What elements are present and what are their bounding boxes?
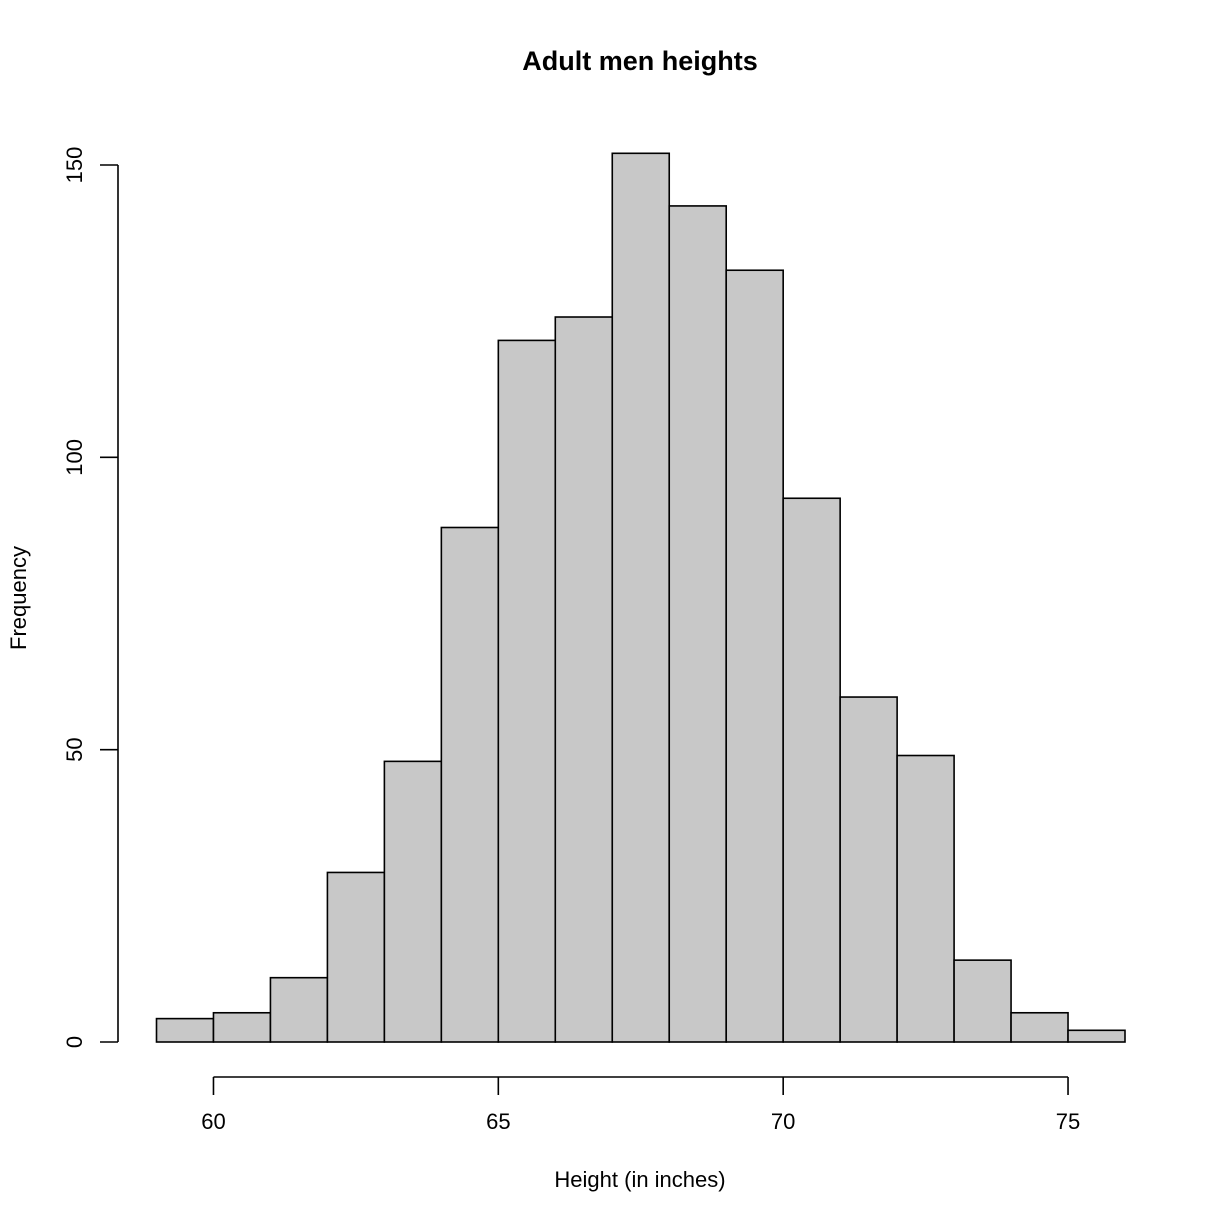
x-tick-label-70: 70 [771,1109,795,1134]
histogram-bar-74-75 [1010,1011,1069,1043]
histogram-bar-64-65 [440,526,500,1043]
histogram-bar-59-60 [155,1017,215,1043]
histogram-bar-68-69 [668,205,728,1043]
histogram-bar-69-70 [725,269,784,1043]
chart-title: Adult men heights [522,46,758,76]
histogram-bar-67-68 [611,152,671,1043]
histogram-bar-62-63 [326,871,386,1043]
x-tick-label-75: 75 [1056,1109,1080,1134]
x-tick-label-65: 65 [486,1109,510,1134]
y-tick-label-100: 100 [62,439,87,476]
x-axis: 60 65 70 75 [201,1076,1080,1134]
histogram-bars [155,152,1126,1043]
y-axis-label: Frequency [6,546,31,650]
y-axis: 0 50 100 150 [62,147,119,1048]
y-tick-label-50: 50 [62,737,87,761]
histogram-bar-66-67 [554,316,614,1043]
y-tick-label-0: 0 [62,1036,87,1048]
histogram-bar-60-61 [212,1011,272,1043]
x-tick-label-60: 60 [201,1109,225,1134]
histogram-bar-73-74 [953,959,1012,1043]
x-axis-label: Height (in inches) [554,1167,725,1192]
histogram-bar-61-62 [269,976,329,1043]
histogram-bar-72-73 [896,754,955,1043]
histogram-bar-71-72 [839,696,898,1043]
histogram-bar-75-76 [1067,1029,1126,1043]
histogram-bar-63-64 [383,760,443,1043]
histogram-bar-70-71 [782,497,841,1043]
histogram-bar-65-66 [497,339,557,1043]
y-tick-label-150: 150 [62,147,87,184]
